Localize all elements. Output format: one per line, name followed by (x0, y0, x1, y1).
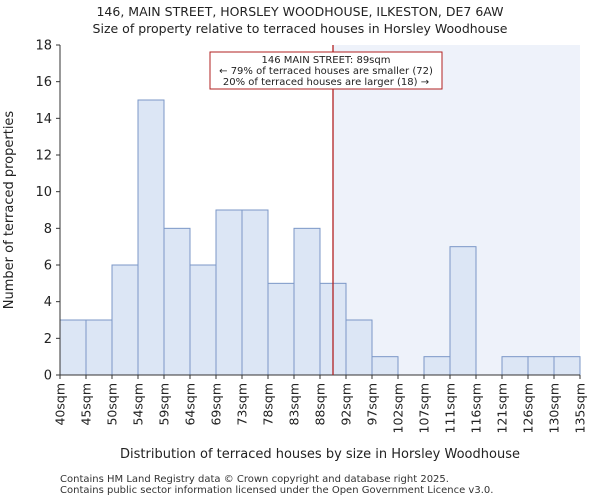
y-tick-label: 2 (44, 332, 52, 347)
histogram-bar (137, 99, 165, 376)
x-tick-label: 69sqm (209, 383, 224, 426)
histogram-bar (267, 282, 295, 376)
x-tick-label: 78sqm (261, 383, 276, 426)
x-tick-label: 121sqm (495, 383, 510, 433)
x-tick-label: 50sqm (105, 383, 120, 426)
y-tick-label: 0 (44, 369, 52, 384)
footer-licence: Contains public sector information licen… (60, 485, 494, 496)
histogram-bar (449, 246, 477, 376)
histogram-bar (241, 209, 269, 376)
x-tick-label: 97sqm (365, 383, 380, 426)
y-tick-label: 12 (35, 149, 52, 164)
chart-subtitle: Size of property relative to terraced ho… (92, 21, 508, 36)
x-tick-label: 111sqm (443, 383, 458, 433)
y-tick-label: 14 (35, 112, 52, 127)
histogram-bar (501, 356, 529, 376)
annotation-text-line: 20% of terraced houses are larger (18) → (223, 77, 429, 88)
histogram-bar (527, 356, 555, 376)
histogram-bar (163, 227, 191, 376)
annotation-box (209, 51, 443, 90)
x-tick-label: 88sqm (313, 383, 328, 426)
x-tick-label: 40sqm (53, 383, 68, 426)
histogram-bar (293, 227, 321, 376)
histogram-bar (553, 356, 581, 376)
annotation-text-line: ← 79% of terraced houses are smaller (72… (219, 66, 433, 77)
y-tick-label: 10 (35, 185, 52, 200)
histogram-bar (215, 209, 243, 376)
x-tick-label: 73sqm (235, 383, 250, 426)
y-tick-label: 8 (44, 222, 52, 237)
histogram-bar (111, 264, 139, 376)
y-tick-label: 4 (44, 295, 52, 310)
y-tick-label: 18 (35, 39, 52, 54)
x-axis-title: Distribution of terraced houses by size … (120, 447, 520, 462)
x-tick-label: 54sqm (131, 383, 146, 426)
x-tick-label: 59sqm (157, 383, 172, 426)
histogram-bar (423, 356, 451, 376)
y-tick-label: 6 (44, 259, 52, 274)
histogram-bar (371, 356, 399, 376)
histogram-bar (189, 264, 217, 376)
x-tick-label: 102sqm (391, 383, 406, 433)
y-tick-label: 16 (35, 75, 52, 90)
x-tick-label: 135sqm (573, 383, 588, 433)
histogram-bar (85, 319, 113, 376)
x-tick-label: 107sqm (417, 383, 432, 433)
chart-title: 146, MAIN STREET, HORSLEY WOODHOUSE, ILK… (96, 4, 504, 19)
annotation-text-line: 146 MAIN STREET: 89sqm (262, 55, 391, 66)
histogram-bar (59, 319, 87, 376)
footer-attribution: Contains HM Land Registry data © Crown c… (60, 474, 449, 485)
x-tick-label: 116sqm (469, 383, 484, 433)
histogram-bar (345, 319, 373, 376)
x-tick-label: 92sqm (339, 383, 354, 426)
y-axis-title: Number of terraced properties (2, 111, 17, 310)
x-tick-label: 130sqm (547, 383, 562, 433)
x-tick-label: 64sqm (183, 383, 198, 426)
x-tick-label: 83sqm (287, 383, 302, 426)
x-tick-label: 45sqm (79, 383, 94, 426)
x-tick-label: 126sqm (521, 383, 536, 433)
